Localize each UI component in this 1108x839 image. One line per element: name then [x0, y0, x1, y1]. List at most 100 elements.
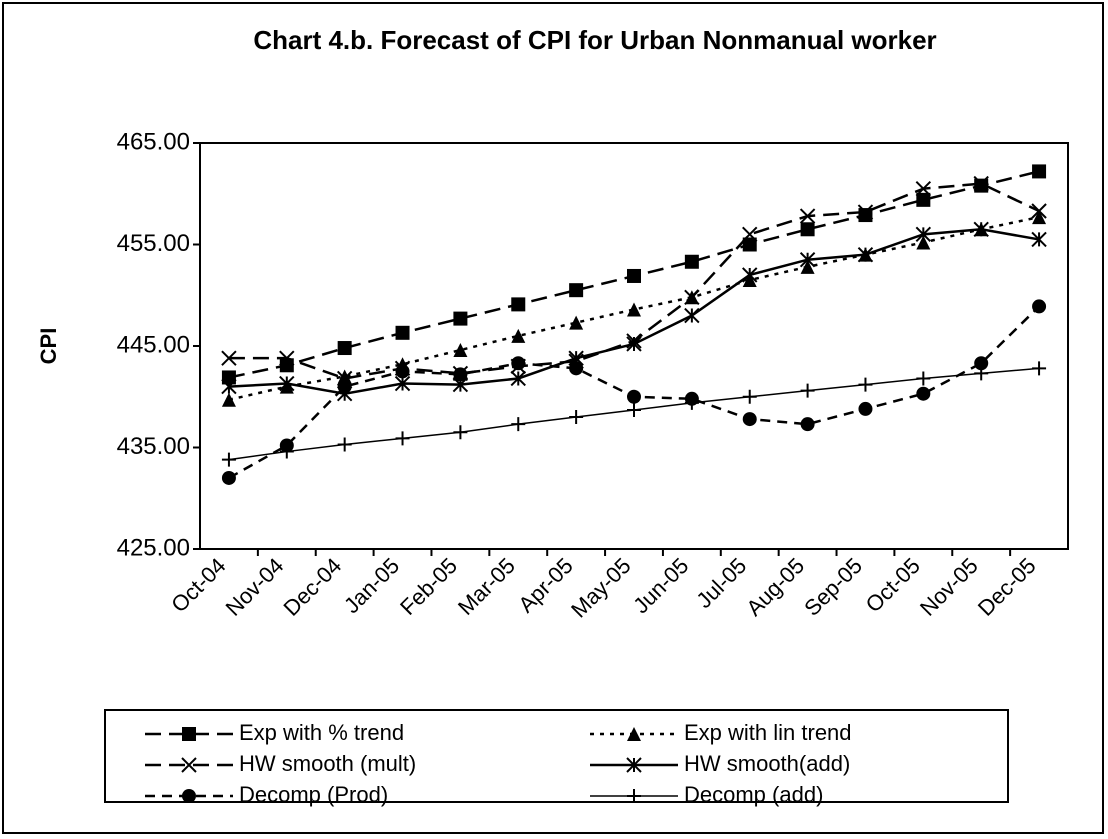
marker-shape	[858, 377, 873, 392]
data-point	[684, 395, 699, 410]
data-point	[337, 437, 352, 452]
marker-shape	[742, 267, 758, 283]
marker-shape	[916, 371, 931, 386]
y-tick-label: 435.00	[117, 433, 190, 460]
data-point	[800, 417, 815, 432]
marker-shape	[799, 208, 816, 224]
marker-shape	[221, 370, 236, 385]
legend-label: HW smooth (mult)	[239, 751, 416, 776]
marker-shape	[742, 389, 757, 404]
data-point	[569, 283, 584, 298]
data-point	[799, 208, 816, 224]
marker-shape	[511, 328, 526, 343]
data-point	[453, 343, 468, 358]
marker-shape	[511, 356, 526, 371]
marker-shape	[182, 789, 196, 803]
data-point	[221, 392, 236, 407]
data-point	[684, 289, 700, 305]
marker-shape	[916, 235, 931, 250]
data-point	[916, 386, 931, 401]
data-point	[1032, 361, 1047, 376]
marker-shape	[337, 379, 352, 394]
legend-marker	[626, 757, 642, 773]
marker-shape	[916, 386, 931, 401]
marker-shape	[569, 410, 584, 425]
data-point	[974, 356, 989, 371]
marker-shape	[279, 444, 294, 459]
marker-shape	[858, 401, 873, 416]
data-point	[627, 402, 641, 417]
marker-shape	[915, 180, 932, 197]
data-point	[1031, 203, 1047, 219]
marker-shape	[181, 757, 197, 773]
data-point	[974, 366, 989, 381]
data-point	[511, 328, 526, 343]
y-tick-label: 425.00	[117, 534, 190, 561]
marker-shape	[569, 283, 584, 298]
y-axis-label: CPI	[36, 328, 61, 365]
data-point	[742, 237, 757, 252]
data-point	[221, 452, 236, 467]
data-point	[221, 350, 237, 366]
data-point	[742, 226, 758, 243]
marker-shape	[337, 341, 352, 356]
marker-shape	[395, 364, 410, 379]
data-point	[337, 369, 352, 384]
data-point	[395, 431, 410, 446]
data-point	[221, 470, 236, 485]
data-point	[221, 378, 237, 395]
data-point	[337, 379, 352, 394]
data-point	[394, 375, 411, 392]
marker-shape	[569, 315, 584, 330]
marker-shape	[857, 204, 874, 220]
data-point	[279, 350, 295, 366]
legend-marker	[181, 757, 197, 773]
data-point	[1031, 231, 1047, 248]
marker-shape	[742, 412, 757, 427]
marker-shape	[799, 252, 816, 268]
marker-shape	[626, 757, 642, 773]
legend-marker	[627, 727, 641, 741]
marker-shape	[1032, 361, 1047, 376]
marker-shape	[626, 336, 642, 352]
marker-shape	[1031, 231, 1047, 248]
y-tick-label: 465.00	[117, 128, 190, 155]
marker-shape	[395, 431, 410, 446]
marker-shape	[279, 350, 295, 366]
data-point	[395, 325, 410, 340]
data-point	[973, 221, 989, 237]
chart-title: Chart 4.b. Forecast of CPI for Urban Non…	[253, 25, 936, 55]
data-point	[511, 356, 526, 371]
data-point	[916, 371, 931, 386]
marker-shape	[916, 192, 931, 207]
data-point	[857, 204, 874, 220]
marker-shape	[974, 366, 989, 381]
marker-shape	[337, 437, 352, 452]
data-point	[510, 370, 526, 387]
marker-shape	[684, 254, 699, 269]
data-point	[453, 425, 468, 440]
data-point	[857, 246, 874, 263]
marker-shape	[973, 221, 989, 237]
marker-shape	[742, 226, 758, 243]
legend-label: Decomp (add)	[684, 782, 823, 807]
data-point	[1032, 210, 1047, 225]
marker-shape	[1031, 203, 1047, 219]
data-point	[742, 267, 758, 283]
data-point	[799, 252, 816, 268]
legend-box	[104, 709, 1009, 803]
marker-shape	[221, 392, 236, 407]
data-point	[627, 389, 641, 404]
marker-shape	[1032, 299, 1047, 314]
data-point	[337, 341, 352, 356]
marker-shape	[510, 370, 526, 387]
marker-shape	[221, 378, 237, 395]
legend-marker	[627, 789, 641, 803]
data-point	[800, 259, 815, 274]
marker-shape	[800, 222, 815, 237]
data-point	[858, 377, 873, 392]
marker-shape	[627, 268, 641, 283]
marker-shape	[395, 325, 410, 340]
